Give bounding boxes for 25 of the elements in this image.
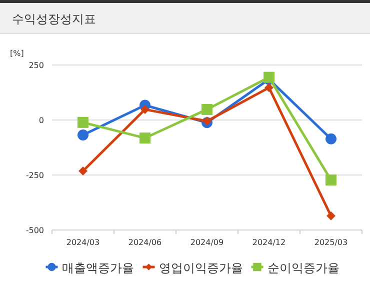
legend-label: 매출액증가율 <box>62 261 134 275</box>
point <box>202 116 212 126</box>
legend-label: 순이익증가율 <box>267 261 340 275</box>
point <box>140 104 150 114</box>
point <box>202 104 212 115</box>
title: 수익성장성지표 <box>12 12 96 26</box>
point <box>78 129 88 140</box>
ytick: -250 <box>26 171 44 180</box>
point <box>326 211 336 220</box>
xtick: 2024/03 <box>66 238 100 247</box>
xtick: 2024/12 <box>252 238 286 247</box>
ytick: 0 <box>38 116 44 125</box>
xtick: 2025/03 <box>314 238 348 247</box>
legend-label: 영업이익증가율 <box>158 261 243 275</box>
ylabel: [%] <box>10 49 24 58</box>
ytick: -500 <box>26 226 44 235</box>
point <box>140 132 150 144</box>
point <box>78 166 88 176</box>
point <box>264 83 274 92</box>
point <box>78 116 88 128</box>
xtick: 2024/09 <box>190 238 224 247</box>
point <box>326 174 336 186</box>
xtick: 2024/06 <box>128 238 162 247</box>
ytick: 250 <box>28 61 44 70</box>
point <box>326 133 336 144</box>
